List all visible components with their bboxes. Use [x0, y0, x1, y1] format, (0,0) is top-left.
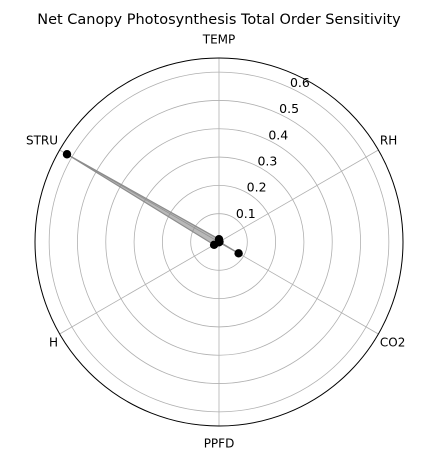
axis-label-ppfd: PPFD	[204, 437, 235, 451]
chart-title: Net Canopy Photosynthesis Total Order Se…	[37, 12, 401, 28]
outer-frame	[34, 57, 404, 427]
spoke-rh	[218, 149, 379, 243]
axis-label-h: H	[49, 336, 58, 350]
axis-label-stru: STRU	[26, 134, 58, 148]
r-tick-label: 0.4	[268, 127, 288, 142]
series-area	[66, 153, 239, 254]
data-point-stru	[62, 150, 72, 159]
radial-tick-labels: 0.1 0.2 0.3 0.4 0.5 0.6	[236, 75, 310, 221]
spoke-h	[59, 241, 220, 335]
r-tick-label: 0.3	[257, 154, 277, 169]
data-point-co2	[234, 249, 243, 258]
axis-label-temp: TEMP	[202, 33, 236, 47]
r-tick-label: 0.6	[290, 75, 310, 90]
series-layer	[62, 150, 243, 258]
r-tick-label: 0.1	[236, 206, 256, 221]
axis-labels: TEMP RH CO2 PPFD H STRU	[26, 33, 405, 451]
axis-label-rh: RH	[380, 134, 397, 148]
axis-label-co2: CO2	[380, 336, 405, 350]
spoke-co2	[218, 241, 379, 335]
r-tick-label: 0.2	[247, 180, 267, 195]
r-tick-label: 0.5	[279, 101, 299, 116]
data-point-h	[209, 240, 219, 250]
